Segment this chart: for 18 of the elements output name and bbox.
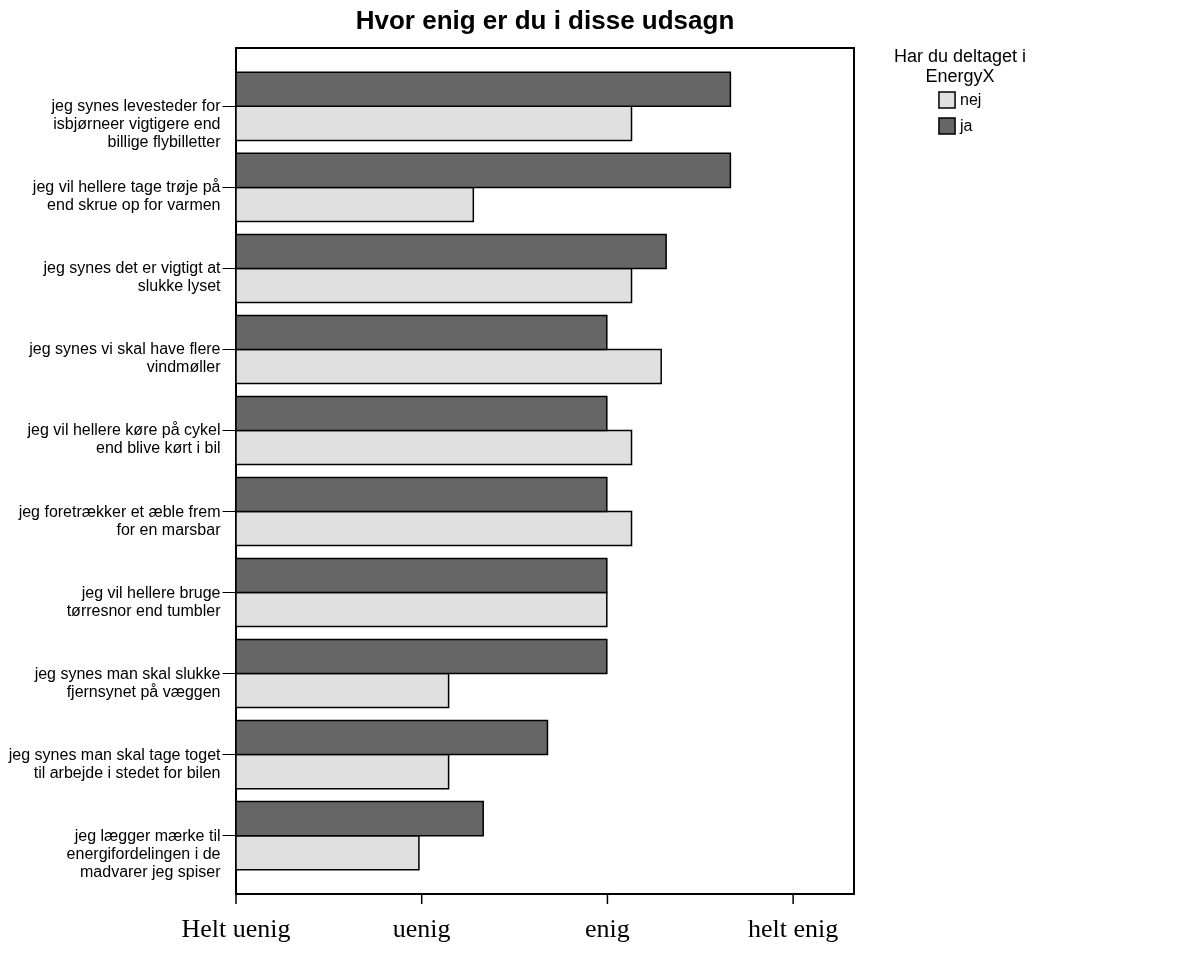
y-tick-label: jeg vil hellere køre på cykel end blive kørt i bil — [26, 421, 221, 457]
y-tick-label: jeg synes vi skal have flere vindmøller — [28, 340, 222, 376]
y-tick-label: jeg synes man skal tage toget til arbejde i stedet for bilen — [7, 745, 222, 781]
y-tick-label: jeg vil hellere tage trøje på end skrue op for varmen — [31, 178, 221, 214]
text: uenig — [392, 914, 451, 943]
legend-label: nej — [960, 91, 982, 108]
legend-label: ja — [959, 117, 973, 134]
y-tick-label: jeg vil hellere bruge tørresnor end tumbler — [66, 583, 222, 619]
chart-title: Hvor enig er du i disse udsagn — [355, 5, 735, 35]
y-tick-label: jeg foretrækker et æble frem for en marsbar — [17, 502, 222, 538]
y-tick-label: jeg lægger mærke til energifordelingen i de madvarer jeg spiser — [66, 826, 222, 880]
y-tick-label: jeg synes levesteder for isbjørneer vigtigere end billige flybilletter — [50, 97, 222, 151]
y-tick-label: jeg synes det er vigtigt at slukke lyset — [42, 259, 222, 295]
text: Helt uenig — [181, 914, 291, 943]
y-tick-label: jeg synes man skal slukke fjernsynet på væggen — [33, 664, 221, 700]
text: helt enig — [747, 914, 839, 943]
text: enig — [585, 914, 630, 943]
legend-title: Har du deltaget i EnergyX — [893, 46, 1027, 86]
